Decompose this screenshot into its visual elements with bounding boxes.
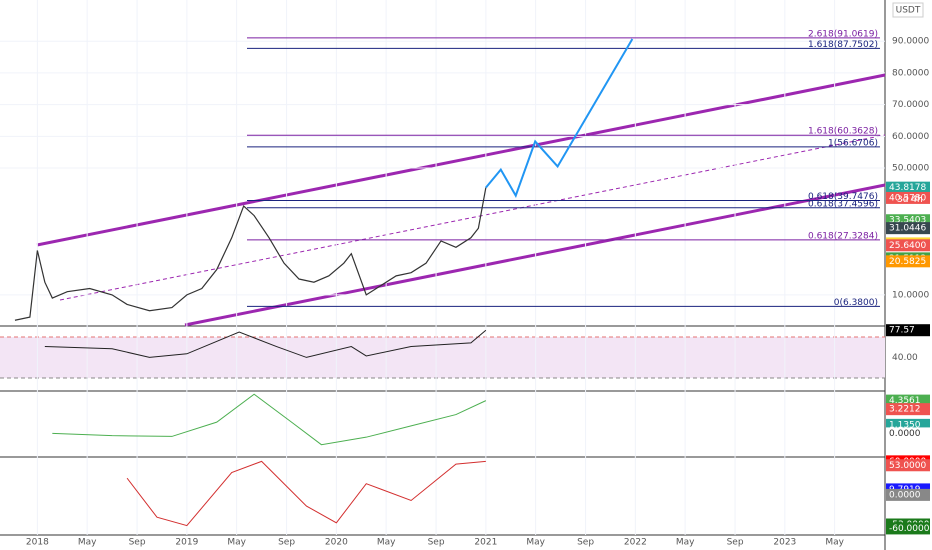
x-tick-label: 2020: [325, 538, 348, 548]
x-tick-label: May: [78, 538, 97, 548]
price-tag-label: 33.5403: [889, 216, 926, 226]
macd-tag-label: 4.3561: [889, 396, 921, 406]
x-tick-label: Sep: [577, 538, 594, 548]
currency: USDT: [896, 6, 921, 16]
stoch-tag-label: 53.0000: [889, 461, 926, 471]
y-tick-label: 60.0000: [892, 132, 929, 142]
price-tag-label: 40.5780: [889, 193, 926, 203]
rsi-tag-label: 77.57: [889, 326, 915, 336]
macd-tag: [886, 427, 930, 440]
x-tick-label: 2023: [773, 538, 796, 548]
x-tick-label: Sep: [278, 538, 295, 548]
macd-tag: [886, 403, 930, 416]
macd-line: [52, 393, 487, 446]
x-tick-label: Sep: [727, 538, 744, 548]
countdown: 3d 4h: [897, 195, 923, 205]
y-tick-label: 10.0000: [892, 290, 929, 300]
x-tick-label: Sep: [129, 538, 146, 548]
price-line: [14, 187, 487, 321]
x-tick-label: May: [377, 538, 396, 548]
x-tick-label: May: [227, 538, 246, 548]
x-tick-label: 2018: [26, 538, 49, 548]
price-tag-label: 20.5825: [889, 257, 926, 267]
rsi-band: [0, 337, 885, 378]
stoch-line: [126, 460, 486, 527]
price-tag: [886, 181, 930, 194]
fib-label: 1.618(60.3628): [808, 127, 878, 137]
y-tick-label: 80.0000: [892, 68, 929, 78]
x-tick-label: May: [526, 538, 545, 548]
stoch-tag: [886, 488, 930, 501]
rsi-tag: [886, 324, 930, 337]
fib-label: 1.618(87.7502): [808, 40, 878, 50]
x-tick-label: 2019: [175, 538, 198, 548]
y-tick-label: 90.0000: [892, 37, 929, 47]
fib-label: 0(6.3800): [834, 298, 878, 308]
x-tick-label: Sep: [428, 538, 445, 548]
fib-label: 0.618(39.7476): [808, 192, 878, 202]
price-tag: [886, 222, 930, 235]
channel-lower: [184, 183, 886, 327]
price-tag-label: 25.6400: [889, 241, 926, 251]
projection: [485, 38, 634, 199]
macd-tag-label: 1.1350: [889, 420, 921, 430]
rsi-line: [44, 329, 487, 358]
x-tick-label: May: [676, 538, 695, 548]
x-tick-label: 2021: [474, 538, 497, 548]
stoch-tag: [886, 522, 930, 535]
x-tick-label: 2022: [624, 538, 647, 548]
fib-label: 0.618(37.4596): [808, 199, 878, 209]
price-tag: [886, 255, 930, 268]
price-tag: [886, 239, 930, 252]
x-tick-label: May: [825, 538, 844, 548]
rsi-tick-label: 40.00: [892, 353, 918, 363]
y-tick-label: 50.0000: [892, 164, 929, 174]
channel-mid: [59, 134, 886, 301]
macd-tag-label: 0.0000: [889, 429, 921, 439]
fib-label: 0.618(27.3284): [808, 231, 878, 241]
macd-tag-label: 3.2212: [889, 405, 921, 415]
stoch-tag-label: -60.0000: [889, 524, 930, 534]
fib-label: 1(56.6706): [828, 138, 878, 148]
price-tag-label: 43.8178: [889, 183, 926, 193]
channel-upper: [36, 73, 886, 247]
price-tag-label: 31.0446: [889, 224, 926, 234]
stoch-tag: [886, 459, 930, 472]
currency-box: [892, 2, 924, 18]
price-tag: [886, 191, 930, 204]
stoch-tag-label: 0.0000: [889, 490, 921, 500]
fib-label: 2.618(91.0619): [808, 29, 878, 39]
y-tick-label: 70.0000: [892, 100, 929, 110]
